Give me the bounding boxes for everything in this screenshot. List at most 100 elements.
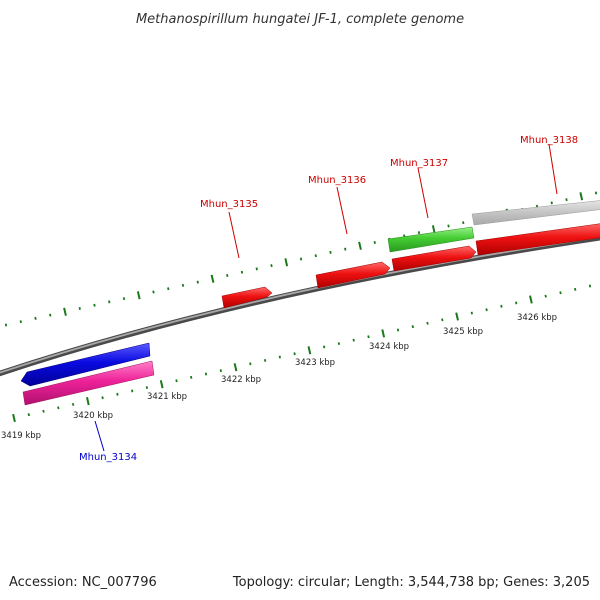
reverse-tick bbox=[574, 287, 577, 291]
reverse-tick bbox=[233, 363, 238, 372]
forward-tick bbox=[240, 270, 244, 274]
gene-mhun-3136-feature[interactable] bbox=[315, 261, 391, 289]
gene-label-mhun-3138[interactable]: Mhun_3138 bbox=[520, 135, 578, 146]
reverse-tick bbox=[116, 392, 119, 396]
forward-tick bbox=[299, 257, 303, 261]
forward-tick bbox=[19, 320, 22, 324]
genome-summary-text: Topology: circular; Length: 3,544,738 bp… bbox=[232, 575, 590, 590]
reverse-tick bbox=[588, 284, 592, 288]
gene-label-mhun-3134[interactable]: Mhun_3134 bbox=[79, 452, 137, 463]
gene-label-mhun-3135[interactable]: Mhun_3135 bbox=[200, 199, 258, 210]
reverse-tick bbox=[145, 386, 149, 390]
forward-tick bbox=[181, 283, 185, 287]
reverse-tick bbox=[500, 304, 503, 308]
forward-tick bbox=[417, 231, 421, 235]
forward-tick bbox=[358, 241, 362, 250]
forward-tick bbox=[550, 201, 553, 205]
forward-tick bbox=[152, 290, 155, 294]
reverse-tick bbox=[544, 294, 547, 298]
reverse-tick bbox=[204, 372, 208, 376]
accession-text: Accession: NC_007796 bbox=[9, 575, 157, 590]
reverse-tick bbox=[441, 318, 444, 322]
forward-tick bbox=[447, 224, 450, 228]
scale-label: 3425 kbp bbox=[443, 327, 483, 337]
reverse-tick bbox=[263, 358, 267, 362]
reverse-tick bbox=[426, 321, 429, 325]
gene-labels: Mhun_3134 Mhun_3135 Mhun_3136 Mhun_3137 … bbox=[79, 135, 578, 463]
leader-line-mhun-3134 bbox=[94, 420, 105, 452]
forward-tick bbox=[136, 291, 141, 300]
gene-label-mhun-3136[interactable]: Mhun_3136 bbox=[308, 175, 366, 186]
forward-tick bbox=[196, 280, 199, 284]
reverse-tick bbox=[249, 362, 252, 366]
forward-tick bbox=[329, 250, 332, 254]
forward-tick bbox=[255, 267, 258, 271]
scale-label: 3420 kbp bbox=[73, 411, 113, 421]
gene-mhun-3138-feature[interactable] bbox=[471, 200, 600, 226]
leader-line-mhun-3136 bbox=[336, 186, 348, 235]
forward-tick bbox=[78, 307, 81, 310]
reverse-tick bbox=[367, 335, 370, 339]
reverse-tick bbox=[42, 409, 45, 413]
forward-tick bbox=[314, 254, 317, 258]
scale-label: 3426 kbp bbox=[517, 313, 557, 323]
reverse-tick bbox=[175, 379, 178, 383]
gene-label-mhun-3137[interactable]: Mhun_3137 bbox=[390, 158, 448, 169]
reverse-tick bbox=[190, 375, 193, 379]
forward-tick bbox=[579, 192, 584, 201]
reverse-tick-track bbox=[12, 284, 592, 423]
forward-tick bbox=[270, 264, 273, 268]
forward-tick bbox=[210, 274, 215, 283]
forward-tick bbox=[49, 313, 52, 317]
forward-tick bbox=[565, 198, 568, 202]
reverse-tick bbox=[381, 329, 386, 338]
gene-mhun-3134-pink-feature[interactable] bbox=[22, 360, 155, 406]
forward-tick bbox=[93, 303, 96, 307]
gene-label-leaders bbox=[94, 143, 558, 452]
forward-tick bbox=[344, 247, 347, 251]
gene-mhun-3137-feature[interactable] bbox=[387, 226, 475, 253]
reverse-features bbox=[20, 342, 155, 406]
reverse-tick bbox=[485, 308, 488, 312]
forward-tick bbox=[594, 191, 598, 195]
forward-tick bbox=[34, 316, 37, 320]
reverse-tick bbox=[57, 406, 60, 410]
scale-label: 3419 kbp bbox=[1, 431, 41, 441]
reverse-tick bbox=[12, 413, 16, 423]
scale-label: 3422 kbp bbox=[221, 375, 261, 385]
forward-tick bbox=[226, 274, 229, 277]
forward-tick bbox=[284, 258, 289, 267]
gene-mhun-3135-feature[interactable] bbox=[221, 286, 273, 309]
forward-tick bbox=[462, 221, 465, 225]
reverse-tick bbox=[396, 328, 400, 332]
reverse-tick bbox=[131, 389, 134, 393]
scale-labels: 3419 kbp 3420 kbp 3421 kbp 3422 kbp 3423… bbox=[1, 313, 557, 441]
gene-mhun-3134-blue-feature[interactable] bbox=[20, 342, 151, 387]
reverse-tick bbox=[71, 402, 75, 406]
forward-tick bbox=[122, 297, 126, 301]
forward-tick bbox=[373, 241, 376, 244]
reverse-tick bbox=[411, 325, 414, 329]
reverse-tick bbox=[455, 312, 459, 321]
gene-red-feature-3[interactable] bbox=[391, 245, 477, 272]
forward-features bbox=[221, 200, 600, 309]
reverse-tick bbox=[27, 413, 30, 417]
forward-tick bbox=[167, 287, 170, 291]
reverse-tick bbox=[352, 338, 355, 342]
leader-line-mhun-3137 bbox=[417, 167, 429, 219]
gene-red-feature-4[interactable] bbox=[475, 223, 600, 256]
leader-line-mhun-3135 bbox=[228, 211, 240, 259]
scale-label: 3423 kbp bbox=[295, 358, 335, 368]
reverse-tick bbox=[307, 346, 312, 355]
reverse-tick bbox=[337, 342, 341, 346]
reverse-tick bbox=[529, 295, 533, 304]
reverse-tick bbox=[278, 355, 281, 359]
leader-line-mhun-3138 bbox=[548, 143, 558, 195]
forward-tick bbox=[63, 307, 67, 316]
reverse-tick bbox=[159, 380, 164, 389]
forward-tick bbox=[4, 323, 8, 327]
reverse-tick bbox=[293, 352, 296, 356]
reverse-tick bbox=[559, 291, 562, 295]
reverse-tick bbox=[323, 345, 326, 349]
